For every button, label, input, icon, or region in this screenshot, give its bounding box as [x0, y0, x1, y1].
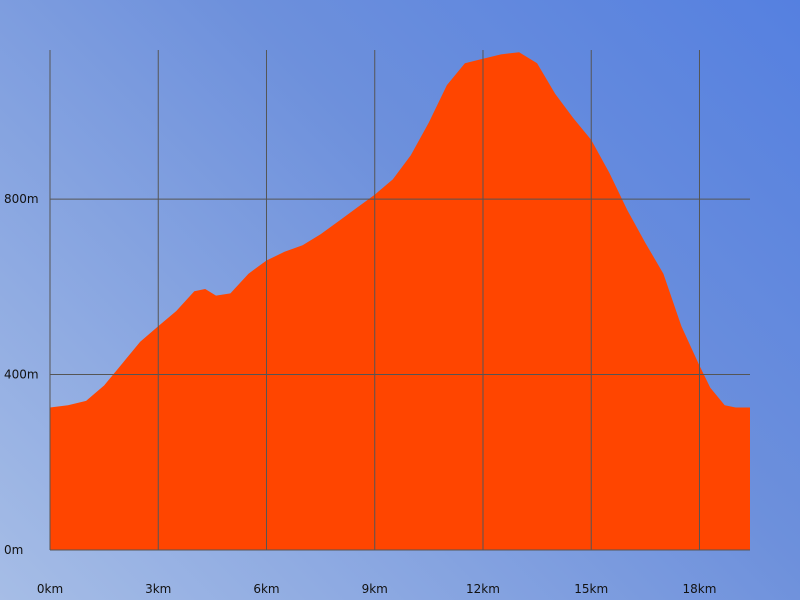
x-tick-label: 3km [145, 582, 171, 596]
y-tick-label: 800m [4, 192, 39, 206]
elevation-area [50, 52, 750, 550]
x-tick-label: 9km [362, 582, 388, 596]
y-tick-label: 400m [4, 368, 39, 382]
x-tick-label: 18km [683, 582, 717, 596]
x-tick-label: 12km [466, 582, 500, 596]
x-tick-label: 15km [574, 582, 608, 596]
y-tick-label: 0m [4, 543, 23, 557]
x-tick-label: 6km [253, 582, 279, 596]
x-tick-label: 0km [37, 582, 63, 596]
